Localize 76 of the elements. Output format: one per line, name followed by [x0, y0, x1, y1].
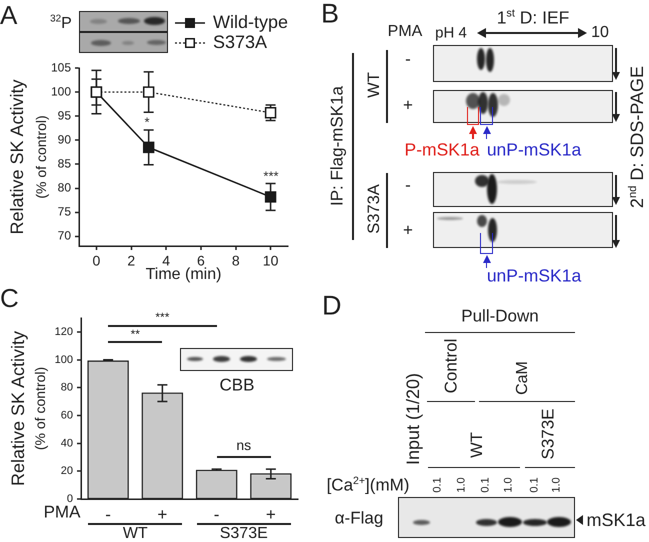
text: $^{32}$P	[50, 14, 72, 32]
annotation: ***	[263, 168, 279, 184]
y-tick-label: 80	[58, 180, 72, 195]
text: unP-mSK1a	[486, 265, 582, 286]
y-tick-label: 120	[54, 326, 73, 338]
text: IP: Flag-mSK1a	[328, 86, 346, 206]
point	[142, 86, 154, 98]
text: CaM	[514, 361, 531, 395]
y-tick-label: 40	[60, 437, 73, 450]
x-tick-label: +	[157, 504, 168, 524]
text: -	[405, 50, 411, 68]
x-tick-label: 2	[127, 252, 136, 268]
text: 1$^{st}$ D: IEF	[496, 7, 570, 28]
y-tick-label: 70	[58, 228, 72, 243]
text: WT	[468, 432, 486, 458]
y-tick-label: 20	[60, 465, 73, 478]
x-tick-label: 6	[197, 252, 206, 268]
text: Control	[442, 338, 460, 394]
text: 10	[591, 24, 609, 41]
text: D	[322, 290, 342, 320]
x-axis-title: PMA	[44, 502, 82, 522]
text: S373E	[220, 524, 268, 542]
text: +	[403, 220, 413, 240]
annotation: ns	[236, 437, 252, 453]
x-tick-label: 8	[232, 252, 240, 268]
text: 1.0	[456, 477, 468, 493]
y-tick-label: 60	[60, 409, 73, 422]
x-tick-label: -	[105, 504, 111, 524]
text: +	[403, 96, 413, 114]
annotation: ***	[155, 310, 170, 324]
text: pH 4	[435, 24, 467, 42]
text: S373E	[538, 408, 558, 460]
text: mSK1a	[586, 510, 646, 530]
text: 0.1	[480, 477, 492, 493]
x-tick-label: 10	[262, 252, 279, 268]
y-tick-label: 100	[50, 84, 72, 98]
text: Input (1/20)	[403, 372, 423, 466]
text: 1.0	[550, 477, 562, 493]
x-tick-label: +	[266, 504, 276, 524]
y-axis-title: Relative SK Activity (% of control)	[8, 330, 48, 486]
y-tick-label: 100	[54, 354, 73, 366]
y-tick-label: 75	[58, 204, 72, 219]
y-axis-title: Relative SK Activity (% of control)	[6, 79, 49, 235]
y-tick-label: 105	[50, 60, 72, 74]
text: WT	[364, 72, 383, 98]
chart-title: C	[0, 283, 19, 314]
text: 0.1	[432, 477, 444, 493]
x-tick-label: -	[214, 504, 220, 524]
y-tick-label: 80	[60, 382, 73, 394]
text: unP-mSK1a	[486, 139, 582, 160]
text: -	[405, 176, 411, 194]
text: 0.1	[528, 477, 540, 493]
annotation: CBB	[220, 376, 254, 394]
y-tick-label: 90	[58, 132, 72, 146]
text: B	[321, 0, 340, 28]
text: 1.0	[502, 477, 514, 493]
chart-title: A	[0, 0, 18, 30]
text: α-Flag	[334, 508, 384, 528]
y-tick-label: 0	[66, 493, 73, 506]
text: [Ca$^{2+}$](mM)	[326, 474, 410, 494]
x-tick-label: 0	[92, 252, 101, 268]
x-tick-label: 4	[162, 252, 170, 268]
text: PMA	[388, 23, 422, 40]
legend-label: Wild-type	[213, 12, 288, 32]
text: Pull-Down	[461, 306, 539, 326]
point	[142, 142, 154, 154]
legend-label: S373A	[213, 32, 268, 52]
point	[264, 191, 276, 203]
text: S373A	[364, 184, 383, 234]
annotation: *	[144, 114, 150, 130]
text: WT	[122, 524, 148, 542]
annotation: **	[130, 327, 140, 341]
x-axis-title: Time (min)	[146, 266, 222, 283]
text: P-mSK1a	[404, 139, 480, 160]
y-tick-label: 85	[58, 156, 72, 171]
y-tick-label: 95	[58, 108, 72, 122]
